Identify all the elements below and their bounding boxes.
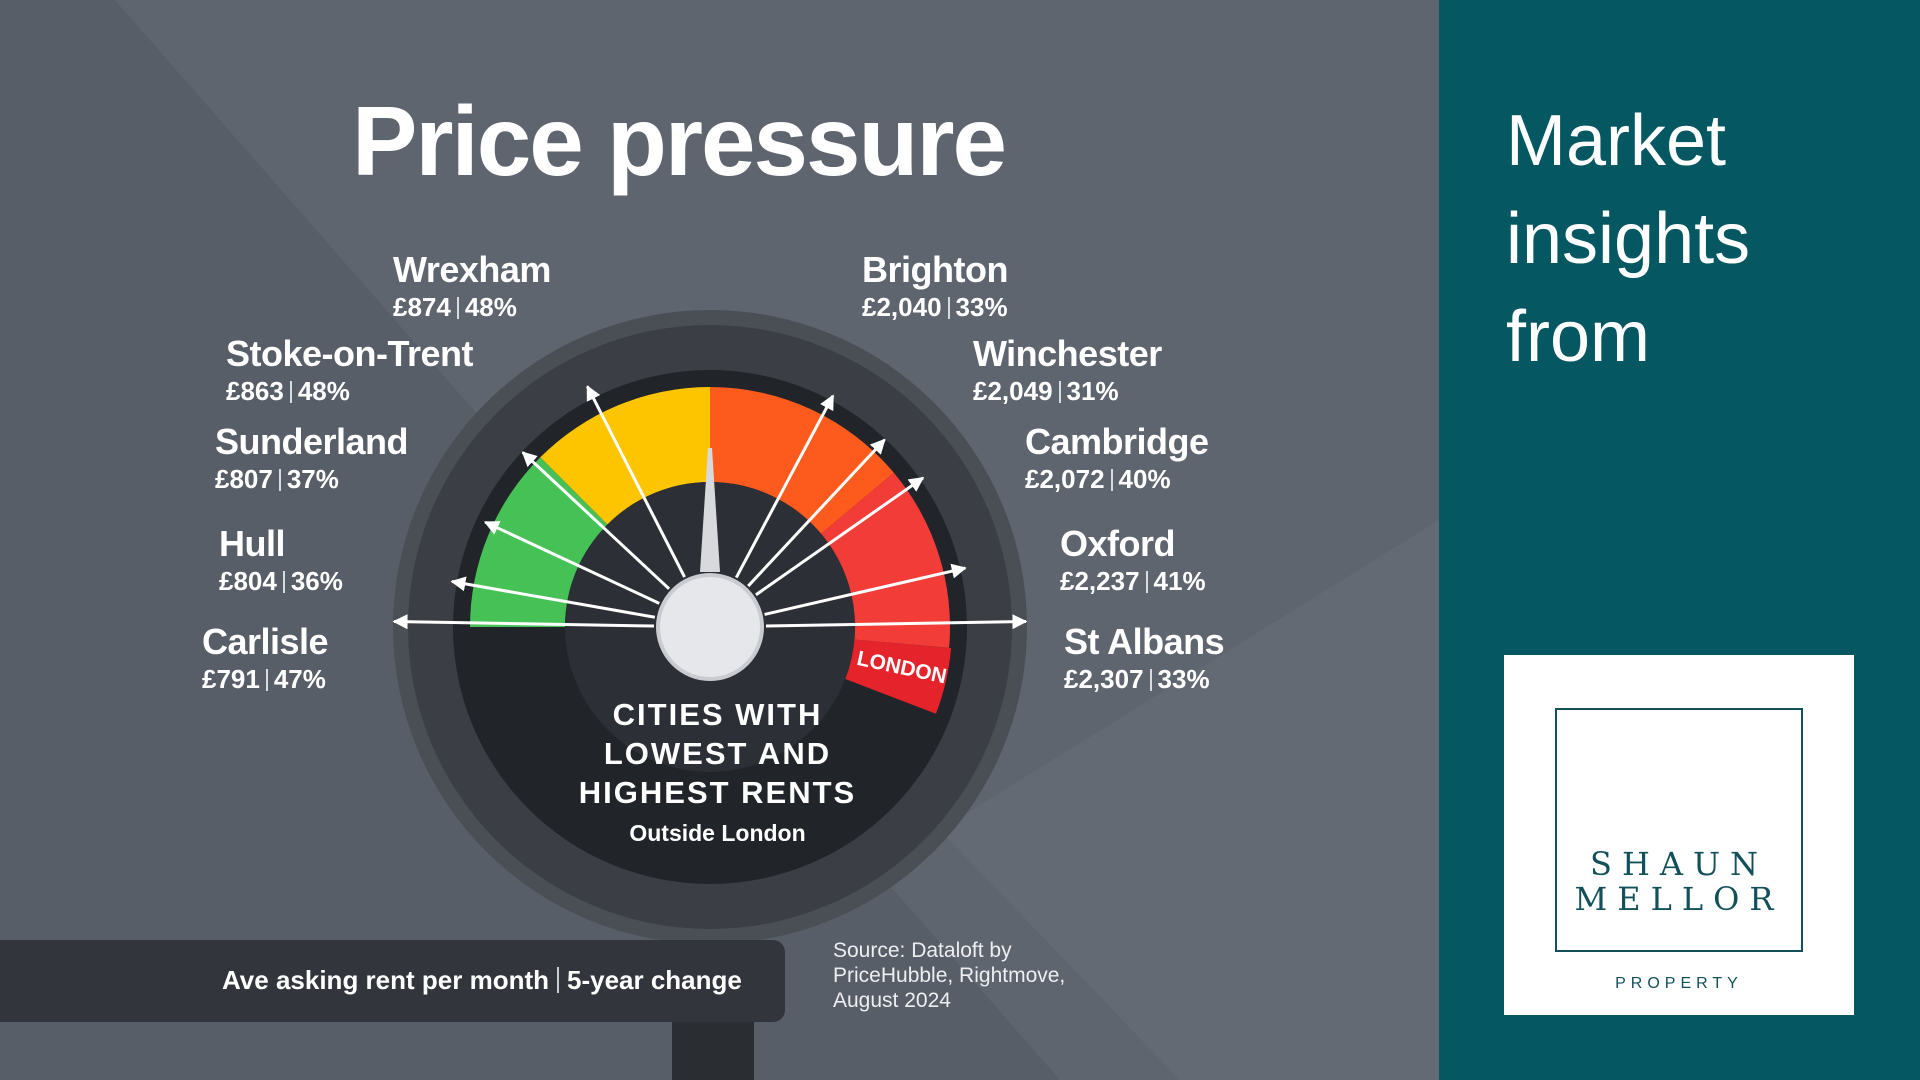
city-name: Hull xyxy=(219,523,285,564)
logo-text: SHAUN xyxy=(1590,845,1768,883)
logo-frame xyxy=(1555,708,1803,952)
city-name: St Albans xyxy=(1064,621,1225,662)
heading-line: insights xyxy=(1506,199,1751,279)
divider xyxy=(289,381,292,403)
city-label-carlisle: Carlisle £791 47% xyxy=(202,621,329,696)
gauge-subheading: Outside London xyxy=(629,820,806,846)
legend-label: Ave asking rent per month 5-year change xyxy=(222,960,742,1000)
divider xyxy=(456,297,459,319)
divider xyxy=(1149,669,1152,691)
city-name: Carlisle xyxy=(202,621,329,662)
city-rent: £874 xyxy=(393,292,451,322)
city-rent: £804 xyxy=(219,566,277,596)
gauge-arrow xyxy=(450,576,656,619)
divider xyxy=(1058,381,1061,403)
gauge-heading-line: LOWEST AND xyxy=(603,736,832,771)
city-label-sunderland: Sunderland £807 37% xyxy=(215,421,409,496)
gauge-heading: CITIES WITH LOWEST AND HIGHEST RENTS xyxy=(560,695,875,812)
gauge-segment xyxy=(821,472,950,648)
city-label-cambridge: Cambridge £2,072 40% xyxy=(1025,422,1209,496)
divider xyxy=(947,297,950,319)
gauge-segments xyxy=(470,387,950,648)
gauge-arrow xyxy=(483,520,660,605)
market-insights-heading: Market insights from xyxy=(1506,92,1750,386)
gauge-arrow xyxy=(521,451,671,590)
city-label-oxford: Oxford £2,237 41% xyxy=(1060,524,1206,598)
source-line: PriceHubble, Rightmove, xyxy=(833,964,1066,987)
divider xyxy=(278,469,281,491)
gauge-arrows xyxy=(392,385,1028,630)
gauge-arrow xyxy=(764,563,967,616)
divider xyxy=(282,571,285,593)
city-change: 40% xyxy=(1118,464,1171,494)
city-label-hull: Hull £804 36% xyxy=(219,524,343,598)
city-label-stoke-on-trent: Stoke-on-Trent £863 48% xyxy=(226,333,474,408)
legend-bar xyxy=(0,940,785,1022)
heading-line: Market xyxy=(1506,101,1727,181)
gauge-segment xyxy=(540,387,710,525)
city-change: 48% xyxy=(297,376,350,406)
city-name: Brighton xyxy=(862,249,1008,290)
city-change: 47% xyxy=(273,664,326,694)
gauge-needle xyxy=(700,448,720,572)
city-rent: £2,237 xyxy=(1060,566,1140,596)
logo-subtext: PROPERTY xyxy=(1615,975,1743,992)
city-label-wrexham: Wrexham £874 48% xyxy=(393,250,551,324)
london-marker: LONDON xyxy=(845,639,952,714)
city-label-st-albans: St Albans £2,307 33% xyxy=(1064,621,1225,696)
gauge-arrow xyxy=(747,438,886,588)
city-rent: £2,049 xyxy=(973,376,1053,406)
city-rent: £807 xyxy=(215,464,273,494)
city-name: Cambridge xyxy=(1025,421,1209,462)
divider xyxy=(1110,469,1113,491)
gauge-heading-line: CITIES WITH xyxy=(612,697,823,732)
source-note: Source: Dataloft by PriceHubble, Rightmo… xyxy=(833,938,1133,1013)
city-rent: £863 xyxy=(226,376,284,406)
city-change: 33% xyxy=(1157,664,1210,694)
city-rent: £2,040 xyxy=(862,292,942,322)
gauge-heading-line: HIGHEST RENTS xyxy=(578,775,857,810)
divider xyxy=(265,669,268,691)
city-name: Oxford xyxy=(1060,523,1176,564)
city-rent: £2,072 xyxy=(1025,464,1105,494)
gauge-caption: CITIES WITH LOWEST AND HIGHEST RENTS Out… xyxy=(560,695,875,847)
divider xyxy=(557,967,559,993)
gauge-arrow xyxy=(392,614,655,630)
city-change: 36% xyxy=(290,566,343,596)
gauge-arrow xyxy=(755,476,925,597)
city-change: 41% xyxy=(1153,566,1206,596)
city-label-brighton: Brighton £2,040 33% xyxy=(862,250,1008,324)
city-rent: £791 xyxy=(202,664,260,694)
source-line: August 2024 xyxy=(833,989,951,1012)
city-change: 37% xyxy=(286,464,339,494)
logo-text: MELLOR xyxy=(1574,880,1784,918)
london-marker-band xyxy=(845,639,952,714)
gauge-arrow xyxy=(734,394,835,579)
gauge-arrow xyxy=(765,614,1028,630)
rent-gauge: LONDON xyxy=(392,310,1028,1080)
city-name: Stoke-on-Trent xyxy=(226,333,474,374)
gauge-arrow xyxy=(586,385,686,578)
city-change: 31% xyxy=(1066,376,1119,406)
gauge-hub xyxy=(656,573,764,681)
page-title: Price pressure xyxy=(352,86,1007,196)
city-name: Wrexham xyxy=(393,249,551,290)
divider xyxy=(1145,571,1148,593)
city-rent: £2,307 xyxy=(1064,664,1144,694)
city-label-winchester: Winchester £2,049 31% xyxy=(973,334,1162,408)
infographic-panel: Price pressure Wrexham £874 48% Stoke-on-… xyxy=(0,86,1225,1080)
gauge-segment xyxy=(710,387,894,534)
city-name: Winchester xyxy=(973,333,1162,374)
city-change: 48% xyxy=(464,292,517,322)
legend-change: 5-year change xyxy=(567,965,742,995)
heading-line: from xyxy=(1506,297,1650,377)
company-logo: SHAUN MELLOR PROPERTY xyxy=(1504,655,1854,1015)
source-line: Source: Dataloft by xyxy=(833,939,1012,962)
city-name: Sunderland xyxy=(215,421,409,462)
city-change: 33% xyxy=(955,292,1008,322)
legend-rent: Ave asking rent per month xyxy=(222,965,549,995)
